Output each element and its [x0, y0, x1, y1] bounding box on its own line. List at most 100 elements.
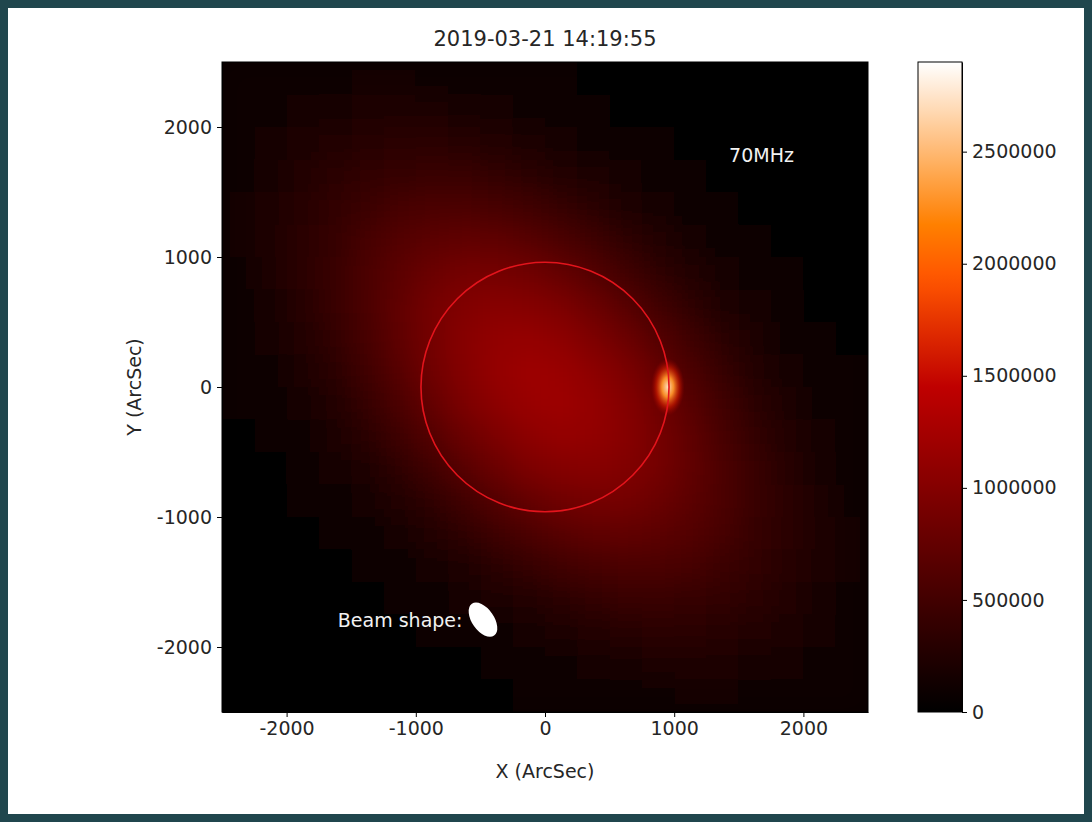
heatmap-cell: [254, 355, 287, 388]
heatmap-cell: [577, 225, 610, 258]
x-tick-label: -1000: [389, 717, 444, 739]
heatmap-cell: [222, 550, 255, 583]
heatmap-cell: [222, 225, 255, 258]
colorbar-tick: 1000000: [962, 476, 1057, 498]
heatmap-cell: [642, 647, 675, 680]
heatmap-cell: [416, 550, 449, 583]
heatmap-cell: [674, 485, 707, 518]
heatmap-cell: [803, 485, 836, 518]
heatmap-cell: [771, 420, 804, 453]
y-tick-mark: [217, 517, 222, 518]
heatmap-cell: [577, 420, 610, 453]
heatmap-cell: [545, 647, 578, 680]
heatmap-cell: [287, 387, 320, 420]
heatmap-cell: [803, 647, 836, 680]
heatmap-cell: [384, 257, 417, 290]
heatmap-cell: [610, 582, 643, 615]
heatmap-cell: [610, 452, 643, 485]
heatmap-cell: [610, 225, 643, 258]
heatmap-cell: [803, 680, 836, 713]
heatmap-cell: [254, 257, 287, 290]
y-tick-mark: [217, 257, 222, 258]
heatmap-cell: [577, 647, 610, 680]
heatmap-cell: [513, 160, 546, 193]
heatmap-cell: [222, 355, 255, 388]
heatmap-cell: [448, 257, 481, 290]
heatmap-cell: [287, 160, 320, 193]
heatmap-cell: [803, 355, 836, 388]
heatmap-cell: [707, 550, 740, 583]
heatmap-cell: [836, 257, 868, 290]
colorbar-frame: [918, 62, 962, 712]
heatmap-cell: [254, 485, 287, 518]
heatmap-cell: [610, 192, 643, 225]
heatmap-cell: [384, 127, 417, 160]
heatmap-cell: [513, 550, 546, 583]
heatmap-cell: [674, 127, 707, 160]
heatmap-cell: [319, 647, 352, 680]
heatmap-cell: [545, 322, 578, 355]
colorbar-tick-mark: [962, 376, 967, 377]
heatmap-cell: [739, 420, 772, 453]
heatmap-cell: [803, 420, 836, 453]
heatmap-cell: [674, 517, 707, 550]
heatmap-cell: [513, 322, 546, 355]
heatmap-cell: [513, 615, 546, 648]
heatmap-cell: [836, 127, 868, 160]
heatmap-cell: [254, 160, 287, 193]
heatmap-cell: [319, 387, 352, 420]
heatmap-cell: [739, 290, 772, 323]
heatmap-cell: [319, 485, 352, 518]
x-tick: -2000: [259, 712, 314, 739]
y-tick: 0: [200, 376, 222, 398]
y-axis: -2000-1000010002000: [157, 63, 223, 713]
heatmap-cell: [707, 680, 740, 713]
heatmap-cell: [803, 452, 836, 485]
heatmap-cell: [739, 452, 772, 485]
heatmap-cell: [287, 290, 320, 323]
heatmap-cell: [416, 192, 449, 225]
heatmap-cell: [254, 127, 287, 160]
heatmap-cell: [739, 582, 772, 615]
heatmap-cell: [287, 615, 320, 648]
heatmap-cell: [254, 517, 287, 550]
heatmap-cell: [674, 62, 707, 95]
heatmap-cell: [771, 225, 804, 258]
colorbar-tick-label: 0: [972, 701, 984, 723]
heatmap-cell: [319, 322, 352, 355]
heatmap-cell: [739, 257, 772, 290]
heatmap-cell: [319, 225, 352, 258]
figure-panel: 70MHzBeam shape:-2000-1000010002000-2000…: [8, 8, 1084, 814]
heatmap-cell: [577, 290, 610, 323]
heatmap-cell: [642, 615, 675, 648]
heatmap-cell: [351, 452, 384, 485]
heatmap-cell: [836, 647, 868, 680]
heatmap-cell: [513, 582, 546, 615]
heatmap-cell: [836, 452, 868, 485]
heatmap-cell: [384, 192, 417, 225]
heatmap-cell: [513, 192, 546, 225]
heatmap-cell: [674, 582, 707, 615]
solar-disk: [421, 262, 669, 512]
heatmap-cell: [803, 95, 836, 128]
heatmap-cell: [480, 387, 513, 420]
heatmap-cell: [577, 452, 610, 485]
heatmap-cell: [384, 647, 417, 680]
heatmap-cell: [707, 647, 740, 680]
heatmap-cell: [674, 192, 707, 225]
heatmap-cell: [610, 160, 643, 193]
heatmap-cell: [351, 127, 384, 160]
heatmap-cell: [545, 517, 578, 550]
plot-area: [222, 62, 868, 712]
heatmap-cell: [771, 95, 804, 128]
heatmap-cell: [287, 355, 320, 388]
heatmap-cell: [351, 387, 384, 420]
heatmap-cell: [642, 550, 675, 583]
heatmap-cell: [287, 192, 320, 225]
heatmap-cell: [577, 582, 610, 615]
heatmap-cell: [319, 95, 352, 128]
colorbar-tick-label: 1000000: [972, 476, 1057, 498]
y-tick-mark: [217, 647, 222, 648]
beam-shape: [463, 598, 503, 642]
heatmap-cell: [707, 485, 740, 518]
